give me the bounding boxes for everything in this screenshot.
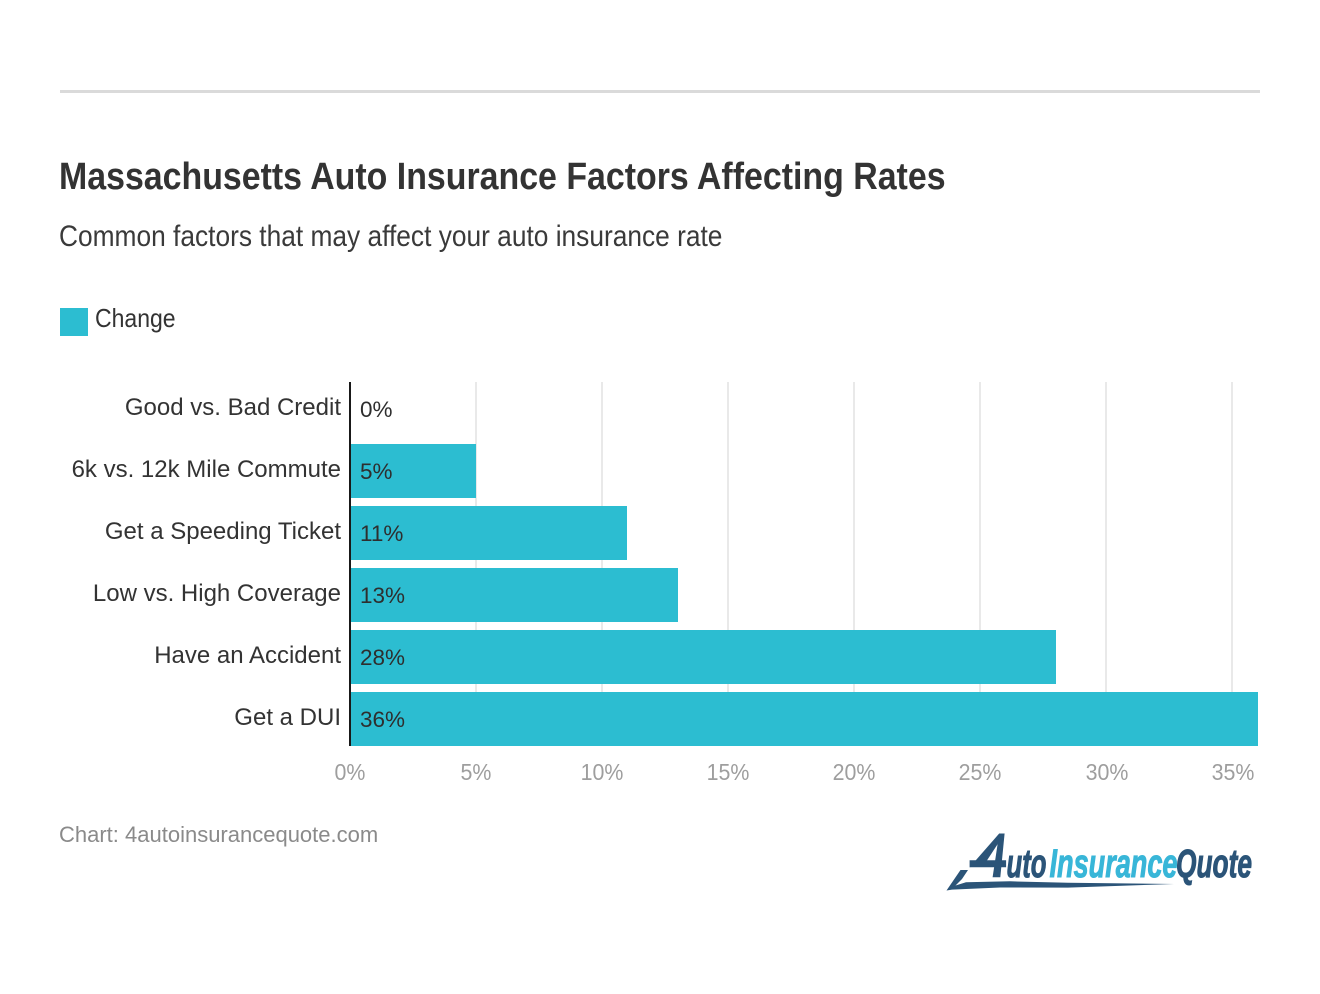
svg-text:Quote: Quote: [1176, 842, 1252, 886]
svg-text:uto: uto: [1007, 842, 1047, 886]
svg-text:Insurance: Insurance: [1050, 842, 1178, 886]
